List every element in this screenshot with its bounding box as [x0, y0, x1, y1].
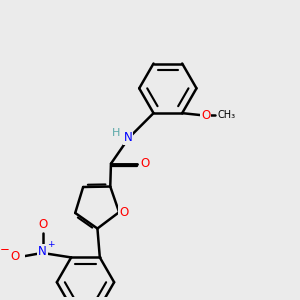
Text: O: O — [38, 218, 47, 231]
Text: O: O — [201, 109, 210, 122]
Text: O: O — [10, 250, 19, 263]
Text: N: N — [124, 131, 132, 144]
Text: H: H — [112, 128, 120, 138]
Text: −: − — [0, 243, 10, 256]
Text: O: O — [140, 157, 150, 170]
Text: +: + — [47, 240, 55, 249]
Text: O: O — [119, 206, 128, 219]
Text: CH₃: CH₃ — [218, 110, 236, 120]
Text: N: N — [38, 244, 47, 258]
